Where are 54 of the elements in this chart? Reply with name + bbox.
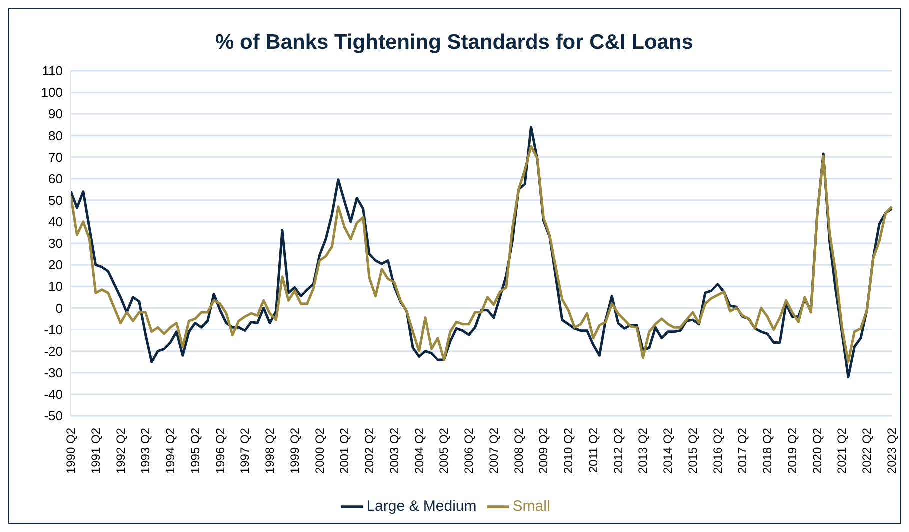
y-tick-label: 80 <box>48 128 63 144</box>
x-tick-label: 1999 Q2 <box>288 428 302 474</box>
y-tick-label: -20 <box>44 344 63 359</box>
chart-title: % of Banks Tightening Standards for C&I Loans <box>214 31 694 56</box>
x-tick-label: 1996 Q2 <box>213 428 228 474</box>
x-tick-label: 2017 Q2 <box>736 428 750 474</box>
x-tick-label: 1995 Q2 <box>188 428 202 474</box>
x-tick-label: 2007 Q2 <box>486 428 501 474</box>
x-tick-label: 2022 Q2 <box>860 428 874 474</box>
y-tick-label: 110 <box>42 64 63 79</box>
x-tick-label: 1994 Q2 <box>164 428 178 474</box>
x-tick-label: 2020 Q2 <box>810 428 824 474</box>
x-tick-label: 2004 Q2 <box>412 428 426 474</box>
y-tick-label: -40 <box>44 387 63 402</box>
x-tick-label: 2019 Q2 <box>785 428 800 474</box>
x-tick-label: 2012 Q2 <box>611 428 626 474</box>
x-tick-label: 2010 Q2 <box>562 428 576 474</box>
x-tick-label: 2006 Q2 <box>462 428 476 474</box>
x-tick-label: 1990 Q2 <box>64 428 78 474</box>
x-tick-label: 2023 Q2 <box>885 428 899 474</box>
x-tick-label: 1991 Q2 <box>88 428 103 474</box>
x-tick-label: 2018 Q2 <box>760 428 775 474</box>
x-tick-label: 2003 Q2 <box>387 428 402 474</box>
y-tick-label: 20 <box>48 258 63 273</box>
x-tick-label: 2002 Q2 <box>362 428 377 474</box>
x-tick-label: 1993 Q2 <box>138 428 153 474</box>
x-tick-label: 2009 Q2 <box>536 428 551 474</box>
x-tick-label: 2016 Q2 <box>710 428 725 474</box>
x-tick-label: 2000 Q2 <box>312 428 327 474</box>
x-tick-label: 2015 Q2 <box>686 428 700 474</box>
y-tick-label: -50 <box>44 408 63 424</box>
y-tick-label: 100 <box>41 85 63 100</box>
y-tick-label: 90 <box>48 106 63 122</box>
x-tick-label: 1998 Q2 <box>263 428 278 474</box>
x-tick-label: 2008 Q2 <box>512 428 526 474</box>
y-tick-label: 70 <box>48 150 63 165</box>
x-tick-label: 1997 Q2 <box>238 428 252 474</box>
y-tick-label: 30 <box>48 236 63 252</box>
x-tick-label: 2021 Q2 <box>835 428 850 474</box>
y-tick-label: 40 <box>48 214 63 230</box>
y-tick-label: -10 <box>44 322 63 338</box>
x-tick-label: 2005 Q2 <box>437 428 452 474</box>
y-tick-label: -30 <box>44 365 63 380</box>
x-tick-label: 2014 Q2 <box>661 428 676 474</box>
x-tick-label: 2001 Q2 <box>338 428 352 474</box>
x-tick-label: 1992 Q2 <box>114 428 128 474</box>
x-tick-label: 2013 Q2 <box>636 428 650 474</box>
y-tick-label: 60 <box>48 171 63 186</box>
legend-label: Large & Medium <box>366 498 477 515</box>
legend-label: Small <box>512 498 550 515</box>
y-tick-label: 10 <box>48 279 63 294</box>
x-tick-label: 2011 Q2 <box>586 428 600 474</box>
y-tick-label: 50 <box>48 192 63 208</box>
y-tick-label: 0 <box>56 300 63 316</box>
